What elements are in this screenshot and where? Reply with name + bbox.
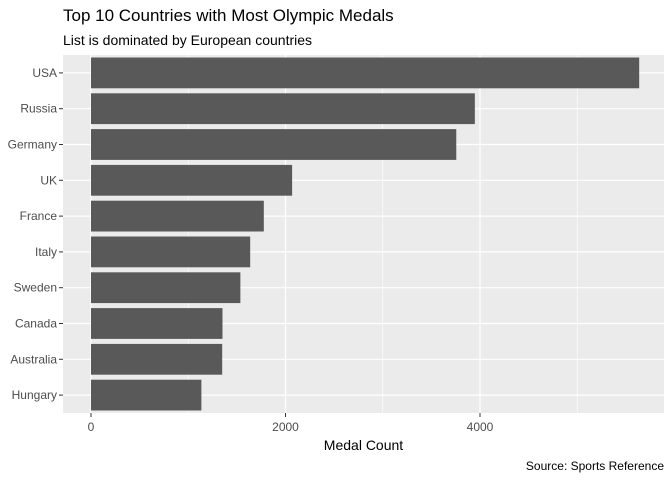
bar-uk <box>91 164 293 196</box>
bar-italy <box>91 236 251 268</box>
y-tick-label: France <box>20 209 58 223</box>
bar-canada <box>91 308 223 339</box>
bars <box>91 57 640 411</box>
y-tick-label: Sweden <box>14 281 57 295</box>
y-tick-label: UK <box>40 173 57 187</box>
bar-france <box>91 200 264 232</box>
y-tick-label: Hungary <box>12 388 57 402</box>
x-tick-label: 4000 <box>467 420 494 434</box>
y-tick-label: Russia <box>20 102 57 116</box>
y-tick-label: Canada <box>15 317 57 331</box>
bar-usa <box>91 57 640 89</box>
x-axis-label: Medal Count <box>323 437 404 453</box>
x-tick-label: 0 <box>88 420 95 434</box>
bar-germany <box>91 129 457 160</box>
y-tick-label: Germany <box>8 138 57 152</box>
y-tick-label: Australia <box>10 352 57 366</box>
chart-caption: Source: Sports Reference <box>525 459 664 473</box>
chart-subtitle: List is dominated by European countries <box>63 32 313 48</box>
bar-hungary <box>91 379 202 411</box>
y-tick-label: Italy <box>35 245 57 259</box>
y-tick-label: USA <box>32 66 57 80</box>
bar-sweden <box>91 272 241 304</box>
chart-title: Top 10 Countries with Most Olympic Medal… <box>63 6 394 25</box>
bar-australia <box>91 343 223 375</box>
x-tick-label: 2000 <box>272 420 299 434</box>
axes: USA Russia Germany UK France Italy Sweden Canad… <box>8 66 494 434</box>
bar-russia <box>91 93 475 125</box>
